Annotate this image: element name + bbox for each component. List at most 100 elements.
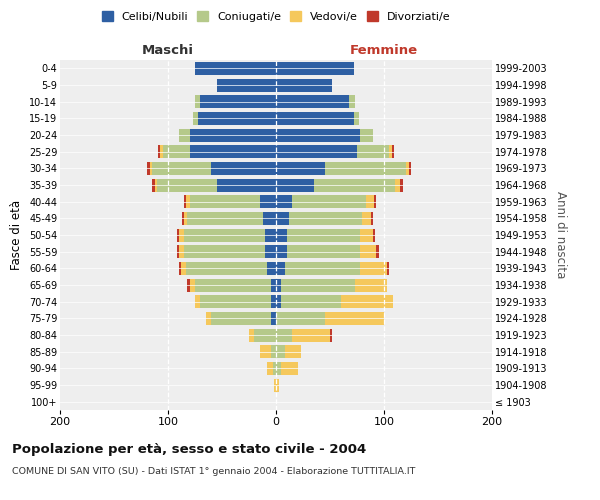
Bar: [281, 362, 298, 375]
Bar: [354, 112, 359, 125]
Bar: [273, 362, 276, 375]
Bar: [284, 345, 301, 358]
Bar: [176, 228, 179, 241]
Bar: [355, 278, 387, 291]
Bar: [179, 128, 190, 141]
Bar: [276, 295, 281, 308]
Bar: [211, 312, 271, 325]
Bar: [184, 228, 265, 241]
Bar: [276, 328, 292, 342]
Bar: [195, 278, 271, 291]
Bar: [371, 212, 373, 225]
Bar: [195, 295, 200, 308]
Bar: [271, 278, 276, 291]
Bar: [176, 245, 179, 258]
Bar: [193, 112, 198, 125]
Bar: [149, 162, 152, 175]
Bar: [325, 312, 384, 325]
Bar: [187, 212, 263, 225]
Bar: [389, 145, 392, 158]
Bar: [152, 178, 155, 192]
Bar: [406, 162, 409, 175]
Bar: [276, 362, 281, 375]
Bar: [271, 345, 276, 358]
Bar: [362, 212, 371, 225]
Bar: [276, 245, 287, 258]
Bar: [276, 112, 354, 125]
Bar: [179, 228, 184, 241]
Bar: [276, 228, 287, 241]
Bar: [314, 178, 395, 192]
Bar: [360, 228, 373, 241]
Bar: [292, 195, 365, 208]
Bar: [276, 345, 284, 358]
Bar: [206, 312, 211, 325]
Y-axis label: Anni di nascita: Anni di nascita: [554, 192, 567, 278]
Bar: [365, 195, 374, 208]
Bar: [182, 212, 184, 225]
Bar: [276, 95, 349, 108]
Bar: [276, 262, 284, 275]
Bar: [289, 212, 362, 225]
Bar: [292, 328, 330, 342]
Bar: [276, 178, 314, 192]
Bar: [187, 278, 190, 291]
Bar: [195, 62, 276, 75]
Bar: [287, 245, 360, 258]
Bar: [190, 195, 260, 208]
Bar: [281, 295, 341, 308]
Bar: [217, 78, 276, 92]
Y-axis label: Fasce di età: Fasce di età: [10, 200, 23, 270]
Bar: [360, 128, 373, 141]
Bar: [184, 212, 187, 225]
Bar: [155, 178, 157, 192]
Bar: [400, 178, 403, 192]
Bar: [276, 312, 325, 325]
Bar: [276, 212, 289, 225]
Bar: [184, 245, 265, 258]
Bar: [274, 378, 276, 392]
Bar: [268, 262, 276, 275]
Bar: [387, 262, 389, 275]
Bar: [187, 195, 190, 208]
Bar: [200, 295, 271, 308]
Legend: Celibi/Nubili, Coniugati/e, Vedovi/e, Divorziati/e: Celibi/Nubili, Coniugati/e, Vedovi/e, Di…: [101, 12, 451, 22]
Bar: [260, 195, 276, 208]
Bar: [395, 178, 400, 192]
Bar: [190, 278, 195, 291]
Bar: [409, 162, 411, 175]
Bar: [211, 162, 276, 175]
Bar: [187, 262, 268, 275]
Bar: [281, 278, 355, 291]
Bar: [198, 112, 276, 125]
Bar: [148, 162, 149, 175]
Text: COMUNE DI SAN VITO (SU) - Dati ISTAT 1° gennaio 2004 - Elaborazione TUTTITALIA.I: COMUNE DI SAN VITO (SU) - Dati ISTAT 1° …: [12, 468, 415, 476]
Bar: [376, 245, 379, 258]
Bar: [200, 95, 276, 108]
Bar: [181, 262, 187, 275]
Text: Popolazione per età, sesso e stato civile - 2004: Popolazione per età, sesso e stato civil…: [12, 442, 366, 456]
Bar: [330, 328, 332, 342]
Bar: [265, 228, 276, 241]
Bar: [276, 145, 357, 158]
Bar: [284, 262, 360, 275]
Bar: [265, 245, 276, 258]
Bar: [392, 145, 394, 158]
Bar: [160, 145, 163, 158]
Bar: [195, 95, 200, 108]
Bar: [349, 95, 355, 108]
Bar: [374, 195, 376, 208]
Bar: [276, 128, 360, 141]
Bar: [260, 345, 271, 358]
Bar: [163, 145, 190, 158]
Bar: [271, 312, 276, 325]
Bar: [179, 262, 181, 275]
Bar: [179, 245, 184, 258]
Text: Maschi: Maschi: [142, 44, 194, 57]
Bar: [360, 245, 376, 258]
Bar: [276, 378, 279, 392]
Bar: [341, 295, 392, 308]
Bar: [276, 278, 281, 291]
Bar: [276, 78, 332, 92]
Bar: [276, 162, 325, 175]
